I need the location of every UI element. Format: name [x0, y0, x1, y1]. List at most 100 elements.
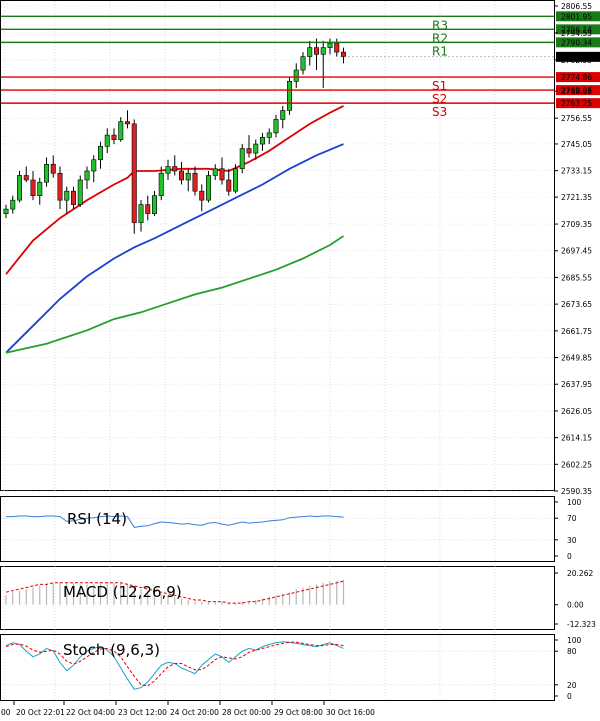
candle-body-up [185, 172, 191, 181]
candle [23, 166, 29, 183]
candle-body-down [30, 179, 36, 196]
candle-body-up [307, 47, 313, 57]
candle [239, 144, 245, 174]
stoch-tick-label: 80 [567, 647, 577, 656]
macd-tick-label: -12.323 [567, 620, 596, 629]
level-price-label-r2: 2796.14 [561, 25, 592, 34]
candle-body-down [199, 190, 205, 201]
stoch-panel-frame [0, 634, 555, 701]
candle-body-up [273, 119, 279, 134]
candle [165, 159, 171, 180]
candle [30, 170, 36, 201]
time-axis: 00 20 Oct 22:01 22 Oct 04:00 23 Oct 12:00 24… [1, 701, 375, 717]
candle-body-down [192, 172, 198, 192]
candle [266, 128, 272, 145]
candle [98, 141, 104, 169]
level-name-r2: R2 [432, 31, 448, 45]
price-tick-label: 2721.35 [561, 193, 592, 202]
moving-averages [5, 105, 344, 354]
candle-body-up [84, 170, 90, 181]
price-tick-label: 2768.55 [561, 87, 592, 96]
price-tick-label: 2590.35 [561, 487, 592, 496]
rsi-tick-label: 70 [567, 514, 577, 523]
current-price-label: 2783.88 [561, 53, 592, 62]
candle-body-up [104, 134, 110, 147]
candle-body-up [239, 148, 245, 170]
macd-panel-frame [0, 566, 555, 630]
price-tick-label: 2614.15 [561, 434, 592, 443]
candle-body-down [145, 204, 151, 214]
moving-average-line-1 [5, 105, 344, 275]
candle-body-down [313, 47, 319, 55]
candle [327, 38, 333, 55]
candle-body-down [111, 134, 117, 140]
candle-body-down [179, 170, 185, 181]
level-price-box-r3 [556, 11, 600, 22]
stoch-panel-label: Stoch (9,6,3) [63, 641, 160, 659]
candle-body-down [219, 168, 225, 181]
stoch-tick-label: 100 [567, 636, 582, 645]
macd-tick-label: 20.262 [567, 569, 593, 578]
time-label: 28 Oct 00:00 [222, 708, 271, 717]
candle-body-up [320, 47, 326, 55]
rsi-tick-label: 100 [567, 498, 582, 507]
candle-body-up [138, 204, 144, 223]
candle [43, 157, 49, 187]
candle-body-up [206, 175, 212, 201]
candle [313, 38, 319, 71]
candle [293, 63, 299, 88]
candle-body-up [280, 110, 286, 120]
candle [334, 38, 340, 57]
candle [259, 132, 265, 151]
candle [16, 170, 22, 203]
candle [280, 105, 286, 129]
price-tick-label: 2661.75 [561, 327, 592, 336]
price-axis: 2806.55 2794.55 2782.55 2768.55 2756.55 2745.… [554, 2, 592, 496]
time-label: 20 Oct 22:01 [16, 708, 65, 717]
time-label: 29 Oct 08:00 [274, 708, 323, 717]
level-name-s1: S1 [432, 79, 447, 93]
candle-body-up [152, 195, 158, 214]
level-price-label-s2: 2769.06 [561, 86, 592, 95]
candle-body-up [77, 179, 83, 205]
price-tick-label: 2709.35 [561, 220, 592, 229]
candle-body-up [158, 172, 164, 196]
candlesticks [3, 38, 346, 234]
candle-body-up [98, 146, 104, 161]
candle [226, 168, 232, 196]
macd-signal-line [5, 580, 344, 604]
rsi-line [6, 515, 344, 528]
level-price-label-r3: 2801.95 [561, 12, 592, 21]
rsi-panel-label: RSI (14) [67, 510, 127, 528]
candle [172, 155, 178, 176]
candle [212, 164, 218, 180]
candle [131, 119, 137, 234]
level-price-box-s1 [556, 72, 600, 83]
rsi-tick-label: 0 [567, 552, 572, 561]
candle-body-down [246, 148, 252, 154]
level-price-label-r1: 2790.34 [561, 38, 592, 47]
candle [286, 76, 292, 115]
candle-body-up [37, 181, 43, 196]
level-name-s2: S2 [432, 92, 447, 106]
candle [138, 200, 144, 232]
price-tick-label: 2649.85 [561, 354, 592, 363]
candle [320, 40, 326, 88]
candle [199, 184, 205, 212]
price-tick-label: 2626.05 [561, 407, 592, 416]
candle-body-up [300, 56, 306, 71]
candle [57, 166, 63, 210]
price-tick-label: 2782.55 [561, 56, 592, 65]
candle [185, 168, 191, 192]
candle [37, 177, 43, 205]
candle-body-up [10, 199, 16, 210]
candle-body-up [16, 175, 22, 201]
candle-body-down [334, 42, 340, 53]
candle-body-up [286, 80, 292, 111]
time-label: 22 Oct 04:00 [66, 708, 115, 717]
candle [84, 166, 90, 189]
candle-body-up [266, 132, 272, 138]
candle [118, 117, 124, 142]
candle-body-up [43, 163, 49, 183]
